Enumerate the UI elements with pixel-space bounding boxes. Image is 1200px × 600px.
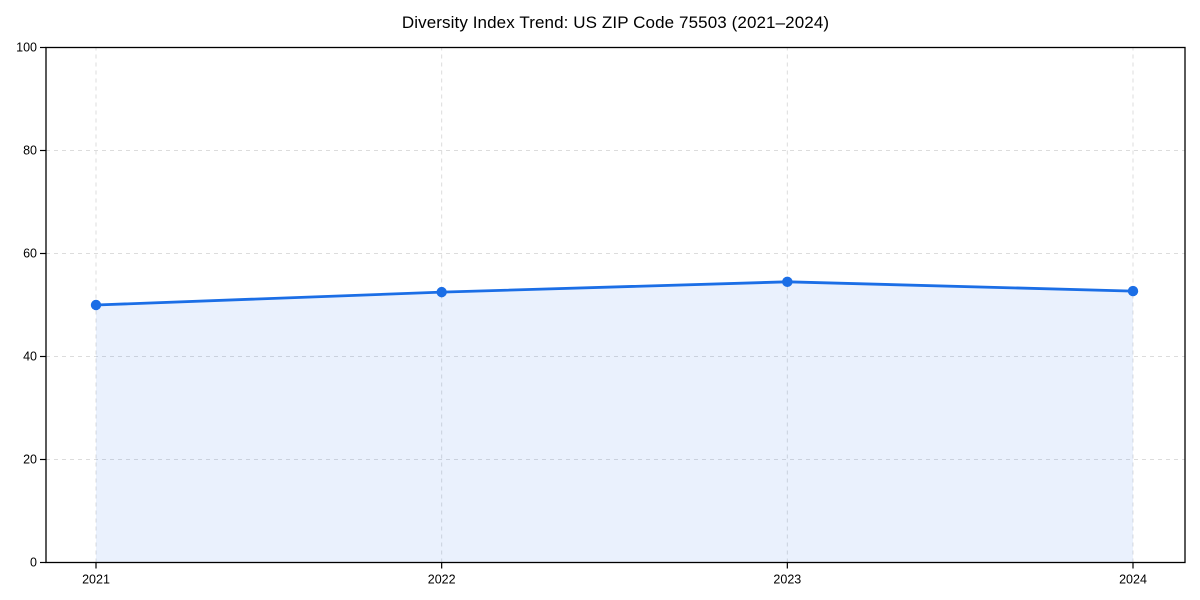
- data-point: [90, 299, 102, 311]
- y-tick-label: 20: [23, 453, 37, 467]
- y-tick-label: 80: [23, 144, 37, 158]
- area-fill: [96, 281, 1133, 563]
- chart-title: Diversity Index Trend: US ZIP Code 75503…: [401, 13, 830, 32]
- data-point: [1127, 285, 1139, 297]
- y-tick-label: 100: [16, 41, 37, 55]
- y-tick-label: 60: [23, 247, 37, 261]
- y-tick-label: 40: [23, 350, 37, 364]
- x-tick-label: 2022: [428, 573, 456, 587]
- x-tick-label: 2021: [82, 573, 110, 587]
- x-tick-label: 2023: [773, 573, 801, 587]
- data-point: [436, 286, 447, 298]
- data-point: [782, 276, 793, 288]
- plot-border: [45, 46, 1186, 564]
- y-tick-label: 0: [30, 556, 37, 570]
- trend-line: [94, 280, 1135, 307]
- x-tick-label: 2024: [1119, 573, 1147, 587]
